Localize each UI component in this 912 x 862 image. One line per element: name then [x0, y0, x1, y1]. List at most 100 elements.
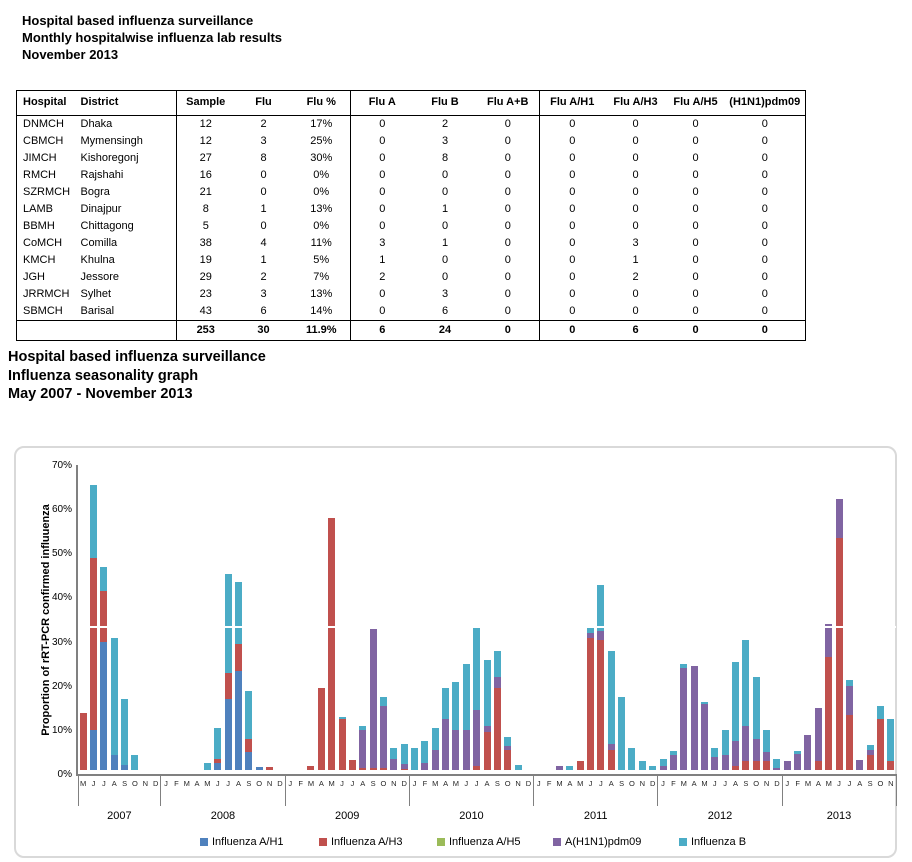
bar-segment: [224, 699, 232, 770]
legend-item-influenza-a-h1: Influenza A/H1: [200, 836, 284, 848]
lab-results-table-container: Hospital District Sample Flu Flu % Flu A Flu B…: [16, 90, 806, 341]
cell-value: 0: [761, 271, 768, 283]
cell-total-value: [16, 320, 75, 341]
month-tick-label: M: [680, 779, 687, 788]
cell-value: 2: [441, 118, 449, 130]
year-divider-line: [895, 774, 897, 806]
cell-value: 0%: [292, 167, 351, 184]
cell-value: 38: [199, 237, 212, 249]
stacked-bar-2013-2: [794, 751, 802, 770]
bar-segment: [110, 637, 118, 755]
month-tick-label: F: [174, 779, 179, 788]
bar-segment: [845, 686, 853, 715]
bar-segment: [618, 697, 626, 770]
cell-value: 0: [569, 288, 576, 300]
cell-hospital: LAMB: [23, 203, 53, 215]
month-tick-label: A: [194, 779, 200, 788]
cell-value: 0: [692, 237, 699, 249]
bar-segment: [121, 764, 129, 770]
cell-value: 0: [379, 186, 386, 198]
cell-value: 0: [632, 152, 639, 164]
month-tick-label: J: [599, 779, 603, 788]
cell-value: 0: [569, 305, 576, 317]
bar-segment: [887, 761, 895, 770]
table-row: JIMCH Kishoregonj 27 8 30% 0 8 0 0 0 0 0: [17, 150, 806, 167]
year-divider-line: [408, 774, 410, 806]
cell-hospital: JGH: [23, 271, 45, 283]
bar-segment: [742, 725, 750, 762]
column-header-flu: Flu: [234, 90, 293, 116]
cell-value: 0: [476, 133, 540, 150]
bar-segment: [379, 697, 387, 706]
month-tick-label: M: [804, 779, 812, 788]
stacked-bar-2011-8: [607, 650, 615, 770]
bar-segment: [804, 734, 812, 770]
stacked-bar-2009-4: [317, 688, 325, 770]
cell-value: 0: [761, 135, 768, 147]
bar-segment: [359, 767, 367, 770]
stacked-bar-2009-6: [338, 717, 346, 770]
cell-total-value: 0: [539, 320, 605, 341]
stacked-bar-2008-8: [234, 582, 242, 770]
chart-plot-area: Proportion of rRT-PCR confirmed influuen…: [16, 448, 897, 856]
bar-segment: [845, 714, 853, 770]
bar-segment: [214, 728, 222, 759]
cell-value: 0: [761, 186, 768, 198]
month-tick-label: A: [443, 779, 449, 788]
bar-segment: [317, 688, 325, 770]
y-axis-tick-label: 10%: [51, 724, 72, 736]
month-tick-label: S: [370, 779, 376, 788]
cell-district: Dhaka: [74, 115, 177, 133]
bar-segment: [462, 664, 470, 731]
bar-segment: [411, 747, 419, 770]
stacked-bar-2008-9: [245, 690, 253, 770]
cell-value: 0: [379, 169, 386, 181]
report-title-line2: Monthly hospitalwise influenza lab resul…: [22, 30, 283, 45]
section2-line3: May 2007 - November 2013: [8, 386, 193, 402]
cell-value: 0: [692, 288, 699, 300]
bar-segment: [752, 677, 760, 740]
column-header-flu-b: Flu B: [413, 90, 477, 116]
y-axis-tick-label: 40%: [51, 592, 72, 604]
month-tick-label: J: [474, 779, 479, 788]
stacked-bar-2013-3: [804, 734, 812, 770]
stacked-bar-2008-6: [214, 728, 222, 770]
month-tick-label: O: [629, 779, 635, 788]
bar-segment: [845, 679, 853, 687]
month-tick-label: O: [380, 779, 387, 788]
cell-total-value: 30: [234, 320, 293, 341]
month-tick-label: S: [494, 779, 500, 788]
month-tick-label: F: [671, 779, 676, 788]
cell-total-value: 6: [604, 320, 667, 341]
cell-value: 16: [199, 169, 212, 181]
bar-segment: [835, 538, 843, 770]
cell-hospital: BBMH: [23, 220, 55, 232]
month-tick-label: A: [360, 779, 366, 788]
bar-segment: [669, 754, 677, 770]
bar-segment: [100, 566, 108, 592]
y-axis-tick-label: 0%: [57, 769, 72, 780]
cell-hospital: JRRMCH: [23, 288, 70, 300]
bar-segment: [452, 681, 460, 731]
cell-value: 0: [761, 288, 768, 300]
bar-segment: [234, 644, 242, 671]
year-label-2012: 2012: [707, 810, 733, 822]
cell-total-value: 0: [666, 320, 725, 341]
seasonality-section-title: Hospital based influenza surveillance In…: [8, 348, 266, 404]
month-tick-label: D: [525, 779, 532, 788]
bar-segment: [866, 744, 874, 751]
cell-value: 0: [379, 118, 386, 130]
stacked-bar-2012-8: [732, 661, 739, 770]
cell-value: 1: [441, 203, 449, 215]
month-tick-label: J: [837, 779, 841, 788]
cell-value: 0: [476, 235, 540, 252]
month-tick-label: J: [102, 779, 106, 788]
cell-value: 0: [379, 288, 386, 300]
y-axis-tick-label: 70%: [51, 460, 72, 471]
year-label-2009: 2009: [334, 810, 360, 822]
cell-total-value: 0: [476, 320, 540, 341]
bar-segment: [763, 730, 771, 753]
year-divider-line: [77, 774, 79, 806]
bar-segment: [711, 756, 719, 770]
